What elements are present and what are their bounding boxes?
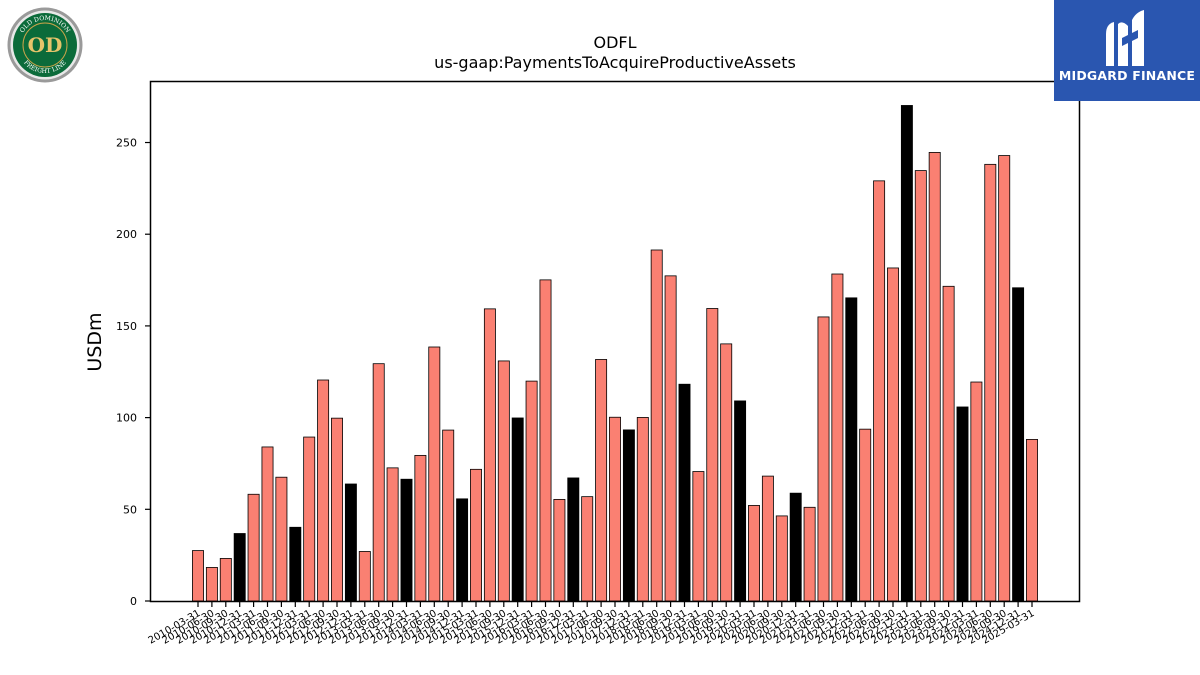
y-axis-label: USDm (84, 312, 106, 371)
bar-2010-09-30 (219, 558, 232, 602)
bar-2015-12-31 (511, 417, 524, 602)
plot-frame (149, 80, 1081, 603)
y-tick-label: 100 (116, 412, 137, 425)
y-tick-label: 150 (116, 320, 137, 333)
bar-2021-03-31 (803, 506, 816, 602)
bar-2024-12-31 (1012, 287, 1025, 602)
y-tick-label: 50 (123, 503, 137, 516)
bar-2014-03-31 (414, 454, 427, 602)
bar-2013-09-30 (386, 467, 399, 602)
bar-2014-06-30 (428, 346, 441, 602)
bar-2019-09-30 (720, 343, 733, 602)
y-tick-label: 0 (130, 595, 137, 608)
bar-2018-09-30 (664, 275, 677, 602)
bar-2016-06-30 (539, 279, 552, 602)
midgard-finance-logo: MIDGARD FINANCE (1054, 0, 1200, 101)
bar-2021-09-30 (831, 273, 844, 602)
bar-2023-03-31 (914, 170, 927, 602)
bar-2016-03-31 (525, 380, 538, 602)
bar-2010-03-31 (192, 550, 204, 602)
bar-2014-12-31 (456, 498, 469, 602)
old-dominion-freight-line-logo: OLD DOMINION FREIGHT LINE OD (6, 6, 84, 84)
midgard-mark-icon (1106, 10, 1144, 66)
bar-2024-09-30 (998, 155, 1011, 602)
bar-2017-09-30 (609, 416, 621, 602)
bar-2024-03-31 (970, 381, 983, 602)
x-axis-ticks: 2010-03-312010-06-302010-09-302010-12-31… (147, 601, 1037, 647)
bar-2010-12-31 (233, 533, 246, 602)
bar-2015-06-30 (483, 308, 496, 602)
bar-2010-06-30 (205, 567, 218, 602)
chart-subtitle: us-gaap:PaymentsToAcquireProductiveAsset… (434, 53, 796, 72)
bar-2019-03-31 (692, 471, 705, 602)
bar-2023-06-30 (928, 152, 941, 602)
bar-2011-03-31 (247, 493, 260, 602)
y-axis-ticks: 0 50 100 150 200 250 (116, 137, 151, 608)
bar-2012-06-30 (317, 379, 330, 602)
bar-2013-06-30 (372, 363, 385, 602)
bar-2012-09-30 (331, 417, 343, 602)
y-tick-label: 250 (116, 137, 137, 150)
bar-2019-12-31 (734, 400, 747, 602)
bar-2023-12-31 (956, 406, 969, 602)
bar-2012-03-31 (303, 436, 316, 602)
bar-2012-12-31 (344, 483, 357, 602)
bar-2011-06-30 (261, 446, 274, 602)
bar-2017-06-30 (595, 359, 608, 602)
bar-2015-09-30 (497, 360, 510, 602)
midgard-brand-text: MIDGARD FINANCE (1058, 68, 1196, 83)
logo-monogram: OD (28, 33, 63, 57)
bar-2018-03-31 (636, 417, 649, 602)
bar-2021-06-30 (817, 316, 830, 602)
bar-2021-12-31 (845, 297, 858, 602)
bar-2022-03-31 (859, 428, 872, 602)
y-tick-label: 200 (116, 228, 137, 241)
bar-2022-12-31 (900, 105, 913, 602)
bar-2016-09-30 (553, 498, 566, 602)
bar-2018-06-30 (650, 249, 663, 602)
bar-2014-09-30 (442, 429, 455, 602)
bar-2020-06-30 (761, 475, 774, 602)
bar-2011-09-30 (275, 476, 288, 602)
bar-2017-03-31 (581, 496, 594, 602)
bar-2025-03-31 (1026, 439, 1038, 602)
bar-2013-03-31 (358, 551, 371, 602)
bar-2020-09-30 (775, 515, 788, 602)
bar-2023-09-30 (942, 285, 955, 602)
chart-title: ODFL (593, 33, 636, 52)
bar-2018-12-31 (678, 383, 691, 602)
bar-2011-12-31 (289, 526, 302, 602)
bar-2019-06-30 (706, 308, 719, 602)
bar-2020-03-31 (748, 505, 760, 602)
bar-2020-12-31 (789, 492, 802, 602)
bar-2022-09-30 (887, 267, 899, 602)
bars-group (192, 105, 1038, 602)
bar-2017-12-31 (622, 429, 635, 602)
bar-2024-06-30 (984, 163, 997, 602)
bar-2022-06-30 (873, 180, 886, 602)
bar-2016-12-31 (567, 477, 580, 602)
bar-2013-12-31 (400, 478, 413, 602)
bar-2015-03-31 (470, 468, 482, 602)
